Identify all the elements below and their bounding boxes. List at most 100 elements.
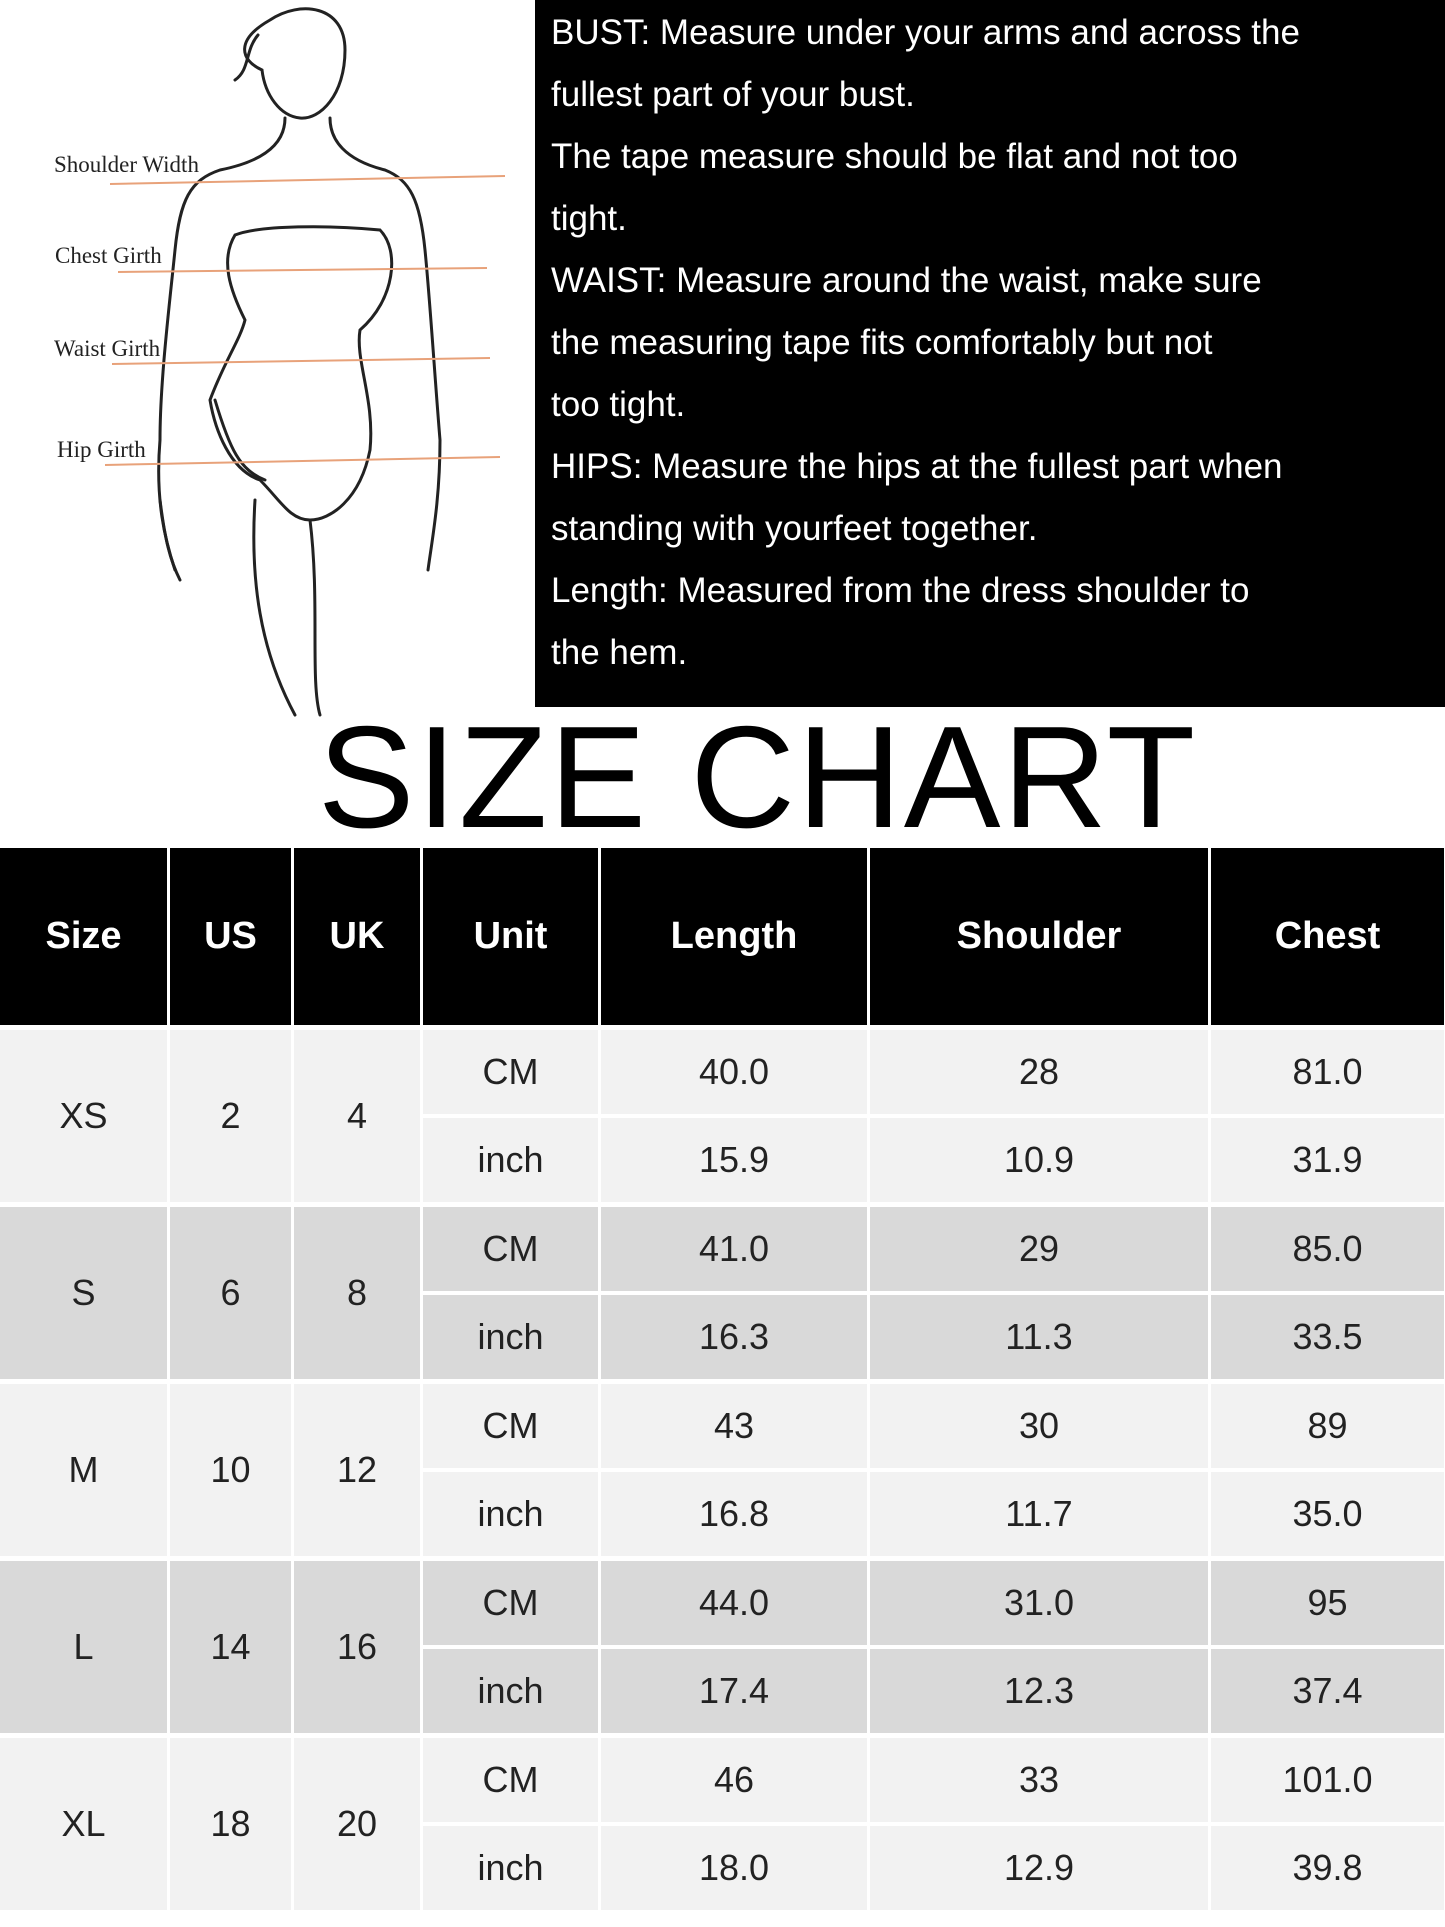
header-unit: Unit [423, 848, 598, 1025]
size-cell: XL [0, 1738, 167, 1910]
uk-size-cell: 16 [294, 1561, 420, 1733]
instruction-line: WAIST: Measure around the waist, make su… [551, 261, 1262, 300]
table-header-row: Size US UK Unit Length Shoulder Chest [0, 848, 1445, 1025]
table-row-inch: inch 18.0 12.9 39.8 [423, 1826, 1444, 1910]
header-uk: UK [294, 848, 420, 1025]
chest-cell: 95 [1211, 1561, 1444, 1645]
chest-cell: 35.0 [1211, 1472, 1444, 1556]
unit-rows: CM 43 30 89 inch 16.8 11.7 35.0 [423, 1384, 1444, 1556]
instruction-line: The tape measure should be flat and not … [551, 137, 1238, 176]
size-row-l: L 14 16 CM 44.0 31.0 95 inch 17.4 12.3 37.4 [0, 1561, 1445, 1733]
us-size-cell: 6 [170, 1207, 291, 1379]
instruction-line: Length: Measured from the dress shoulder… [551, 571, 1250, 610]
table-row-cm: CM 41.0 29 85.0 [423, 1207, 1444, 1291]
us-size-cell: 18 [170, 1738, 291, 1910]
instruction-line: HIPS: Measure the hips at the fullest pa… [551, 447, 1283, 486]
us-size-cell: 2 [170, 1030, 291, 1202]
length-cell: 17.4 [601, 1649, 867, 1733]
chest-cell: 31.9 [1211, 1118, 1444, 1202]
header-size: Size [0, 848, 167, 1025]
length-cell: 43 [601, 1384, 867, 1468]
length-cell: 40.0 [601, 1030, 867, 1114]
body-outline-illustration [104, 7, 506, 717]
table-row-cm: CM 43 30 89 [423, 1384, 1444, 1468]
chest-cell: 37.4 [1211, 1649, 1444, 1733]
header-length: Length [601, 848, 867, 1025]
shoulder-cell: 29 [870, 1207, 1208, 1291]
table-row-cm: CM 46 33 101.0 [423, 1738, 1444, 1822]
instruction-line: BUST: Measure under your arms and across… [551, 13, 1300, 52]
size-cell: M [0, 1384, 167, 1556]
unit-cell: inch [423, 1649, 598, 1733]
unit-rows: CM 44.0 31.0 95 inch 17.4 12.3 37.4 [423, 1561, 1444, 1733]
shoulder-line [109, 175, 506, 185]
length-cell: 41.0 [601, 1207, 867, 1291]
unit-cell: CM [423, 1561, 598, 1645]
shoulder-cell: 12.9 [870, 1826, 1208, 1910]
instruction-line: too tight. [551, 385, 686, 424]
uk-size-cell: 4 [294, 1030, 420, 1202]
shoulder-cell: 30 [870, 1384, 1208, 1468]
us-size-cell: 10 [170, 1384, 291, 1556]
chest-cell: 81.0 [1211, 1030, 1444, 1114]
instruction-line: tight. [551, 199, 627, 238]
shoulder-cell: 12.3 [870, 1649, 1208, 1733]
table-row-inch: inch 17.4 12.3 37.4 [423, 1649, 1444, 1733]
unit-cell: CM [423, 1384, 598, 1468]
instruction-line: the measuring tape fits comfortably but … [551, 323, 1213, 362]
size-cell: L [0, 1561, 167, 1733]
instruction-line: standing with yourfeet together. [551, 509, 1038, 548]
unit-cell: CM [423, 1207, 598, 1291]
length-cell: 46 [601, 1738, 867, 1822]
unit-rows: CM 40.0 28 81.0 inch 15.9 10.9 31.9 [423, 1030, 1444, 1202]
table-row-inch: inch 15.9 10.9 31.9 [423, 1118, 1444, 1202]
table-row-cm: CM 44.0 31.0 95 [423, 1561, 1444, 1645]
length-cell: 16.8 [601, 1472, 867, 1556]
uk-size-cell: 8 [294, 1207, 420, 1379]
uk-size-cell: 12 [294, 1384, 420, 1556]
shoulder-cell: 33 [870, 1738, 1208, 1822]
size-cell: S [0, 1207, 167, 1379]
hip-line [104, 456, 501, 466]
header-shoulder: Shoulder [870, 848, 1208, 1025]
instruction-line: the hem. [551, 633, 688, 672]
length-cell: 44.0 [601, 1561, 867, 1645]
uk-size-cell: 20 [294, 1738, 420, 1910]
chest-cell: 33.5 [1211, 1295, 1444, 1379]
size-row-xl: XL 18 20 CM 46 33 101.0 inch 18.0 12.9 39.8 [0, 1738, 1445, 1910]
header-chest: Chest [1211, 848, 1444, 1025]
size-row-s: S 6 8 CM 41.0 29 85.0 inch 16.3 11.3 33.5 [0, 1207, 1445, 1379]
chest-cell: 85.0 [1211, 1207, 1444, 1291]
waist-girth-label: Waist Girth [54, 336, 161, 361]
shoulder-cell: 11.7 [870, 1472, 1208, 1556]
size-row-xs: XS 2 4 CM 40.0 28 81.0 inch 15.9 10.9 31.9 [0, 1030, 1445, 1202]
size-cell: XS [0, 1030, 167, 1202]
size-chart-table: Size US UK Unit Length Shoulder Chest XS 2 4 CM 40… [0, 848, 1445, 1910]
shoulder-cell: 11.3 [870, 1295, 1208, 1379]
length-cell: 15.9 [601, 1118, 867, 1202]
us-size-cell: 14 [170, 1561, 291, 1733]
unit-cell: inch [423, 1295, 598, 1379]
unit-cell: CM [423, 1030, 598, 1114]
size-row-m: M 10 12 CM 43 30 89 inch 16.8 11.7 35.0 [0, 1384, 1445, 1556]
unit-rows: CM 41.0 29 85.0 inch 16.3 11.3 33.5 [423, 1207, 1444, 1379]
shoulder-width-label: Shoulder Width [54, 152, 199, 177]
unit-cell: inch [423, 1472, 598, 1556]
instruction-line: fullest part of your bust. [551, 75, 915, 114]
chest-cell: 89 [1211, 1384, 1444, 1468]
measurement-instructions: BUST: Measure under your arms and across… [535, 0, 1445, 707]
table-row-cm: CM 40.0 28 81.0 [423, 1030, 1444, 1114]
unit-cell: inch [423, 1826, 598, 1910]
unit-rows: CM 46 33 101.0 inch 18.0 12.9 39.8 [423, 1738, 1444, 1910]
chest-cell: 101.0 [1211, 1738, 1444, 1822]
body-measurement-figure: Shoulder Width Chest Girth Waist Girth H… [0, 0, 535, 720]
length-cell: 16.3 [601, 1295, 867, 1379]
table-row-inch: inch 16.8 11.7 35.0 [423, 1472, 1444, 1556]
waist-line [111, 357, 491, 365]
chest-girth-label: Chest Girth [55, 243, 162, 268]
header-us: US [170, 848, 291, 1025]
page-title: SIZE CHART [317, 696, 1198, 858]
unit-cell: inch [423, 1118, 598, 1202]
table-row-inch: inch 16.3 11.3 33.5 [423, 1295, 1444, 1379]
chest-line [117, 267, 488, 273]
